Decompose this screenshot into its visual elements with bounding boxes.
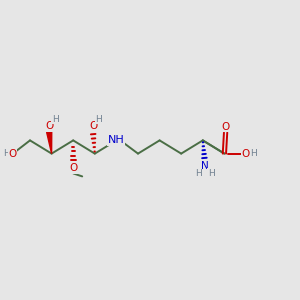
- Polygon shape: [47, 132, 52, 154]
- Text: O: O: [69, 163, 77, 173]
- Text: O: O: [8, 148, 16, 159]
- Text: H: H: [4, 149, 10, 158]
- Text: O: O: [221, 122, 230, 132]
- Text: NH: NH: [108, 135, 125, 146]
- Text: H: H: [195, 169, 201, 178]
- Text: H: H: [250, 149, 257, 158]
- Text: H: H: [208, 169, 214, 178]
- Text: O: O: [45, 121, 53, 131]
- Text: N: N: [201, 161, 208, 171]
- Text: H: H: [52, 115, 59, 124]
- Text: O: O: [89, 121, 97, 131]
- Text: O: O: [242, 148, 250, 159]
- Text: H: H: [95, 115, 102, 124]
